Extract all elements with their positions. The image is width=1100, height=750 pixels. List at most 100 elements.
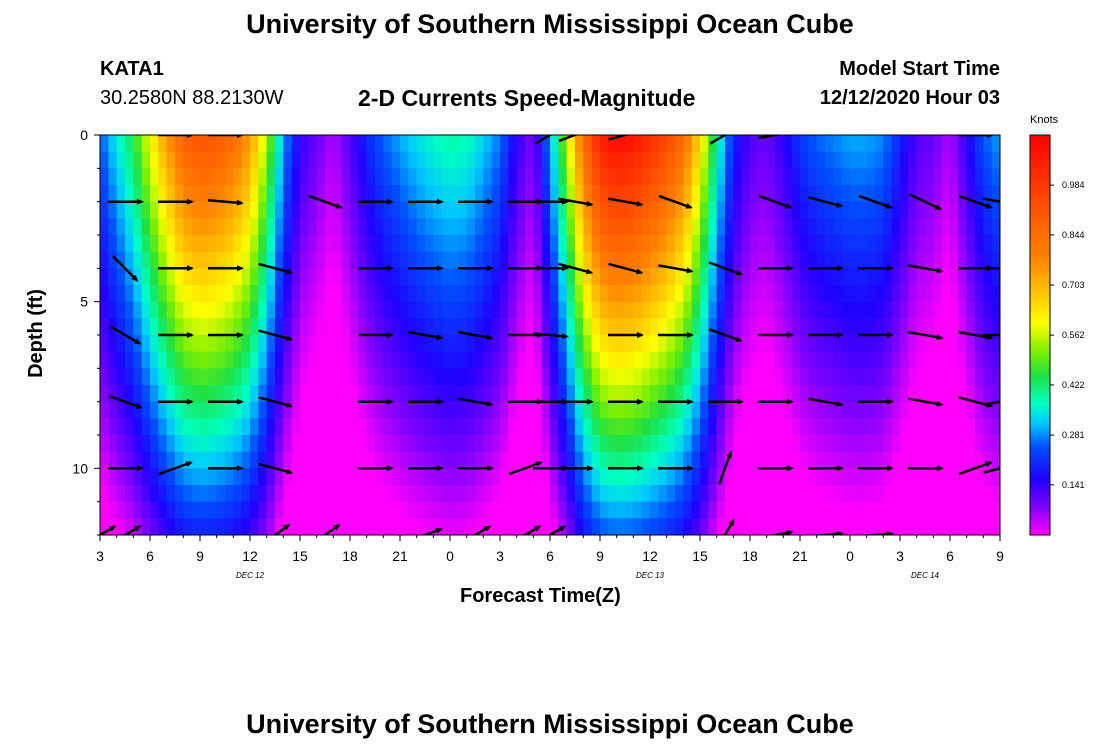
heatmap-cell [841, 168, 851, 186]
heatmap-cell [500, 285, 509, 303]
heatmap-cell [258, 218, 268, 236]
heatmap-cell [616, 235, 626, 253]
heatmap-cell [508, 151, 518, 169]
heatmap-cell [283, 485, 293, 503]
heatmap-cell [900, 368, 909, 386]
heatmap-cell [600, 268, 609, 286]
heatmap-cell [300, 301, 309, 319]
heatmap-cell [741, 501, 751, 519]
heatmap-cell [816, 218, 826, 236]
heatmap-cell [566, 301, 576, 319]
heatmap-cell [350, 518, 359, 535]
heatmap-cell [433, 201, 443, 219]
heatmap-cell [583, 268, 593, 286]
heatmap-cell [891, 485, 901, 503]
heatmap-cell [541, 185, 551, 203]
heatmap-cell [675, 351, 684, 369]
heatmap-cell [683, 335, 693, 353]
heatmap-cell [375, 435, 384, 453]
heatmap-cell [875, 135, 884, 153]
heatmap-cell [700, 451, 709, 469]
heatmap-cell [766, 235, 776, 253]
heatmap-cell [475, 135, 484, 153]
heatmap-cell [791, 351, 801, 369]
heatmap-cell [800, 468, 809, 486]
heatmap-cell [225, 368, 234, 386]
heatmap-cell [250, 251, 259, 269]
heatmap-cell [683, 168, 693, 186]
heatmap-cell [425, 285, 434, 303]
heatmap-cell [333, 201, 343, 219]
heatmap-cell [383, 418, 393, 436]
heatmap-cell [908, 301, 918, 319]
heatmap-cell [383, 335, 393, 353]
heatmap-cell [766, 485, 776, 503]
heatmap-cell [658, 418, 668, 436]
heatmap-cell [875, 151, 884, 169]
heatmap-cell [741, 435, 751, 453]
heatmap-cell [883, 518, 893, 535]
heatmap-cell [900, 351, 909, 369]
heatmap-cell [808, 168, 818, 186]
heatmap-cell [866, 218, 876, 236]
heatmap-cell [825, 218, 834, 236]
heatmap-cell [525, 451, 534, 469]
heatmap-cell [958, 385, 968, 403]
colorbar-label: 0.844 [1062, 230, 1085, 240]
heatmap-cell [591, 385, 601, 403]
heatmap-cell [550, 135, 559, 153]
heatmap-cell [441, 235, 451, 253]
heatmap-cell [375, 135, 384, 153]
heatmap-cell [583, 318, 593, 336]
heatmap-cell [808, 501, 818, 519]
heatmap-cell [200, 385, 209, 403]
heatmap-cell [516, 451, 526, 469]
heatmap-cell [600, 251, 609, 269]
heatmap-cell [616, 435, 626, 453]
heatmap-cell [308, 401, 318, 419]
heatmap-cell [483, 151, 493, 169]
heatmap-cell [825, 435, 834, 453]
heatmap-cell [533, 368, 543, 386]
heatmap-cell [925, 418, 934, 436]
heatmap-cell [950, 435, 959, 453]
heatmap-cell [458, 385, 468, 403]
heatmap-cell [775, 268, 784, 286]
heatmap-cell [783, 218, 793, 236]
heatmap-cell [333, 285, 343, 303]
heatmap-cell [966, 385, 976, 403]
heatmap-cell [225, 518, 234, 535]
heatmap-cell [291, 351, 301, 369]
heatmap-cell [391, 451, 401, 469]
heatmap-cell [300, 518, 309, 535]
heatmap-cell [600, 301, 609, 319]
heatmap-cell [233, 301, 243, 319]
heatmap-cell [116, 201, 126, 219]
heatmap-cell [250, 501, 259, 519]
heatmap-cell [908, 501, 918, 519]
heatmap-cell [325, 351, 334, 369]
heatmap-cell [425, 401, 434, 419]
heatmap-cell [791, 368, 801, 386]
heatmap-cell [350, 185, 359, 203]
heatmap-cell [941, 268, 951, 286]
heatmap-cell [816, 385, 826, 403]
heatmap-cell [975, 501, 984, 519]
heatmap-cell [900, 185, 909, 203]
heatmap-cell [941, 468, 951, 486]
heatmap-cell [633, 451, 643, 469]
heatmap-cell [833, 318, 843, 336]
heatmap-cell [675, 168, 684, 186]
heatmap-cell [783, 335, 793, 353]
heatmap-cell [150, 351, 159, 369]
heatmap-cell [116, 168, 126, 186]
heatmap-cell [975, 518, 984, 535]
heatmap-cell [858, 318, 868, 336]
heatmap-cell [850, 468, 859, 486]
heatmap-cell [325, 285, 334, 303]
heatmap-cell [216, 218, 226, 236]
heatmap-cell [875, 351, 884, 369]
heatmap-cell [900, 435, 909, 453]
heatmap-cell [458, 285, 468, 303]
heatmap-cell [758, 185, 768, 203]
